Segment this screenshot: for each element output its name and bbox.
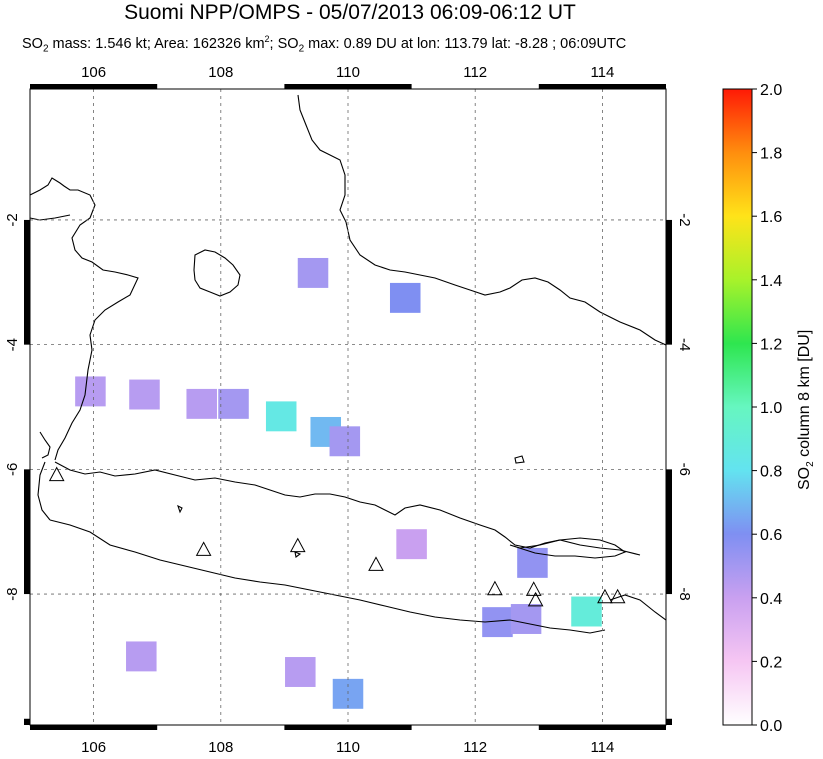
colorbar: 0.0 0.2 0.4 0.6 0.8 1.0 1.2 1.4 1.6 1.8 2.0 [722, 82, 782, 735]
frame-bar [538, 84, 666, 89]
lon-tick-label-top: 108 [208, 64, 233, 81]
lon-tick-label-top: 112 [463, 64, 487, 81]
colorbar-tick-label: 1.6 [760, 209, 782, 226]
frame-bar [24, 469, 30, 595]
volcano-triangle-icon [527, 591, 544, 607]
frame-bars [24, 84, 672, 730]
lon-tick-label-top: 114 [590, 64, 614, 81]
so2-cell [129, 379, 160, 410]
so2-cell [75, 376, 106, 407]
volcano-triangle-icon [48, 466, 65, 482]
map-subtitle: SO2 mass: 1.546 kt; Area: 162326 km2; SO… [22, 34, 627, 55]
colorbar-tick-label: 1.2 [760, 336, 782, 353]
colorbar-tick-label: 0.8 [760, 464, 782, 481]
volcano-triangle-icon [289, 537, 306, 553]
colorbar-ticks: 0.0 0.2 0.4 0.6 0.8 1.0 1.2 1.4 1.6 1.8 2.0 [752, 82, 782, 735]
frame-bar [284, 725, 412, 730]
lat-tick-label-left: -2 [4, 213, 21, 226]
colorbar-tick-label: 2.0 [760, 82, 782, 99]
coastlines [30, 94, 666, 634]
volcano-triangle-icon [609, 588, 626, 604]
lon-tick-label-top: 106 [81, 64, 106, 81]
lon-tick-label-bottom: 112 [463, 739, 487, 756]
lat-tick-label-right: -2 [676, 213, 693, 226]
so2-cell [571, 596, 602, 627]
lat-tick-label-right: -4 [676, 338, 693, 351]
lon-tick-label-bottom: 114 [590, 739, 614, 756]
colorbar-tick-label: 1.0 [760, 400, 782, 417]
so2-cell [396, 529, 427, 560]
lat-tick-label-left: -8 [4, 587, 21, 600]
lat-tick-label-right: -6 [676, 463, 693, 476]
so2-cell [389, 282, 421, 313]
so2-cell [218, 388, 249, 419]
so2-cell [265, 401, 297, 432]
so2-cell [517, 547, 548, 578]
frame-bar [538, 725, 666, 730]
colorbar-tick-label: 1.8 [760, 146, 782, 163]
frame-bar [30, 84, 158, 89]
lat-tick-label-left: -6 [4, 463, 21, 476]
volcano-triangle-icon [195, 541, 212, 556]
lon-tick-label-bottom: 108 [208, 739, 233, 756]
frame-bar [666, 219, 672, 345]
frame-bar [666, 718, 672, 725]
colorbar-tick-label: 0.6 [760, 527, 782, 544]
so2-cell [186, 388, 217, 419]
lat-tick-label-left: -4 [4, 338, 21, 351]
colorbar-label: SO2 column 8 km [DU] [796, 329, 817, 490]
gridlines [30, 89, 666, 725]
volcano-triangle-icon [368, 556, 384, 571]
volcano-layer [48, 466, 626, 607]
frame-bar [24, 219, 30, 345]
axis-labels: 106 106 108 108 110 110 112 112 114 114 -2 -2 -4 -4 -6… [4, 64, 693, 756]
frame-bar [30, 725, 158, 730]
colorbar-tick-label: 0.0 [760, 718, 782, 735]
so2-cell [329, 426, 361, 457]
lon-tick-label-top: 110 [336, 64, 360, 81]
volcano-triangle-icon [525, 581, 542, 596]
lon-tick-label-bottom: 110 [336, 739, 360, 756]
so2-cell [285, 657, 316, 687]
so2-cell [297, 257, 329, 288]
frame-bar [284, 84, 412, 89]
frame-bar [666, 469, 672, 595]
lon-tick-label-bottom: 106 [81, 739, 106, 756]
volcano-triangle-icon [487, 580, 503, 596]
so2-field [75, 257, 602, 709]
frame-bar [24, 718, 30, 725]
so2-cell [126, 641, 157, 672]
lat-tick-label-right: -8 [676, 587, 693, 600]
colorbar-tick-label: 0.4 [760, 591, 782, 608]
colorbar-gradient [722, 88, 753, 726]
so2-cell [510, 604, 542, 634]
colorbar-tick-label: 0.2 [760, 654, 782, 671]
volcano-triangle-icon [597, 588, 613, 604]
map-title: Suomi NPP/OMPS - 05/07/2013 06:09-06:12 … [124, 1, 576, 24]
colorbar-tick-label: 1.4 [760, 273, 782, 290]
